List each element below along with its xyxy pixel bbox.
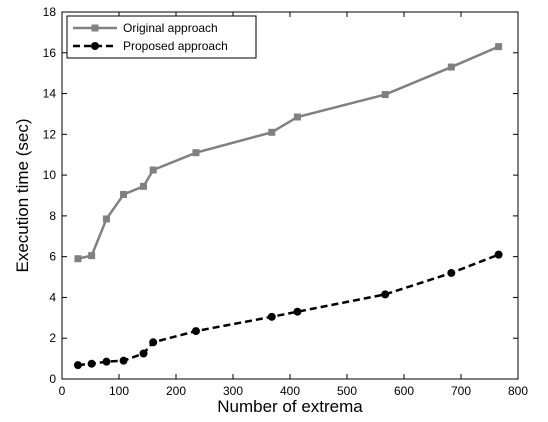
- y-tick-label: 10: [43, 168, 57, 182]
- legend-label-1: Original approach: [123, 21, 218, 35]
- series-1-point: [120, 190, 128, 198]
- x-axis-title: Number of extrema: [217, 397, 363, 416]
- series-2-point: [293, 307, 302, 316]
- series-2-point: [381, 290, 390, 299]
- series-2-point: [149, 338, 158, 347]
- y-tick-label: 14: [43, 87, 57, 101]
- series-1-point: [495, 43, 503, 51]
- series-2-point: [191, 327, 200, 336]
- legend-marker-1: [91, 24, 99, 32]
- legend: Original approach Proposed approach: [66, 15, 257, 59]
- series-2-point: [447, 268, 456, 277]
- series-2-point: [494, 250, 503, 259]
- y-tick-label: 0: [49, 372, 56, 386]
- series-1-point: [447, 63, 455, 71]
- x-tick-label: 700: [451, 384, 471, 398]
- legend-label-2: Proposed approach: [123, 39, 228, 53]
- x-tick-label: 400: [280, 384, 300, 398]
- legend-marker-2: [91, 42, 99, 50]
- series-2-point: [102, 357, 111, 366]
- y-tick-label: 2: [49, 331, 56, 345]
- series-1-point: [381, 91, 389, 99]
- x-tick-label: 200: [166, 384, 186, 398]
- y-axis-title: Execution time (sec): [13, 119, 32, 273]
- series-1-point: [102, 215, 110, 223]
- y-tick-label: 6: [49, 250, 56, 264]
- y-tick-label: 16: [43, 46, 57, 60]
- series-1-point: [192, 149, 200, 157]
- x-tick-label: 500: [337, 384, 357, 398]
- x-tick-label: 300: [223, 384, 243, 398]
- y-tick-label: 4: [49, 290, 56, 304]
- series-1-point: [293, 113, 301, 121]
- legend-box: [66, 15, 257, 59]
- y-tick-label: 8: [49, 209, 56, 223]
- x-tick-label: 100: [109, 384, 129, 398]
- y-tick-label: 12: [43, 127, 57, 141]
- series-1-point: [88, 252, 96, 260]
- series-1-point: [74, 255, 82, 263]
- series-2-point: [267, 312, 276, 321]
- series-line-1: [77, 45, 500, 260]
- series-2-point: [87, 359, 96, 368]
- series-1-point: [149, 166, 157, 174]
- series-2-point: [139, 349, 148, 358]
- y-tick-label: 18: [43, 5, 57, 19]
- x-tick-label: 800: [508, 384, 528, 398]
- series-2-point: [73, 361, 82, 370]
- series-2-point: [119, 356, 128, 365]
- x-tick-label: 0: [59, 384, 66, 398]
- x-tick-label: 600: [394, 384, 414, 398]
- plot-area: 0 100 200 300 400 500 600 700 800 0 2 4 6 8 10 12 14 16 18: [43, 5, 529, 398]
- series-1-point: [140, 182, 148, 190]
- series-1-point: [268, 128, 276, 136]
